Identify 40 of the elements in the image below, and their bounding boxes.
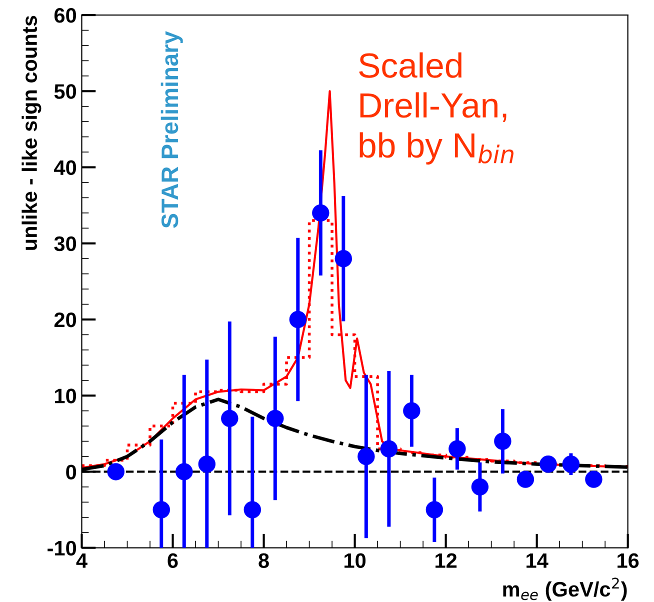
y-tick-label: 40	[54, 160, 76, 176]
point	[266, 410, 284, 428]
x-tick-label: 4	[76, 553, 88, 568]
point	[176, 463, 193, 480]
annotation: STAR Preliminary	[160, 31, 183, 228]
point	[244, 501, 262, 518]
y-tick-label: -10	[48, 540, 76, 556]
x-tick-label: 14	[526, 553, 548, 568]
point	[198, 455, 216, 473]
y-tick-label: 50	[54, 84, 76, 99]
x-axis-title: m$_{ee}$ (GeV/c$^{2}$)	[503, 578, 627, 601]
point	[152, 501, 170, 518]
point	[540, 455, 557, 473]
y-axis-title: unlike - like sign counts	[22, 16, 42, 250]
point	[358, 448, 375, 466]
point	[494, 432, 512, 450]
point	[426, 501, 444, 518]
x-tick-label: 10	[344, 553, 366, 568]
point	[471, 478, 489, 496]
point	[448, 440, 466, 458]
y-tick-label: 10	[55, 388, 76, 404]
x-tick-label: 8	[258, 553, 269, 568]
point	[380, 440, 398, 458]
point	[403, 402, 420, 420]
point	[585, 470, 602, 488]
point	[312, 204, 330, 222]
y-tick-label: 30	[54, 236, 76, 252]
point	[334, 250, 352, 268]
y-tick-label: 60	[54, 8, 76, 23]
y-tick-label: 20	[54, 312, 76, 328]
point	[516, 470, 534, 488]
x-tick-label: 16	[618, 553, 639, 568]
x-tick-label: 6	[168, 553, 178, 568]
y-tick-label: 0	[66, 464, 76, 480]
point	[107, 463, 124, 480]
x-tick-label: 12	[436, 553, 457, 568]
point	[562, 455, 580, 473]
point	[221, 410, 238, 428]
point	[289, 310, 307, 328]
annotation: Scaled Drell-Yan, bb by N$_{bin}$	[359, 52, 514, 165]
